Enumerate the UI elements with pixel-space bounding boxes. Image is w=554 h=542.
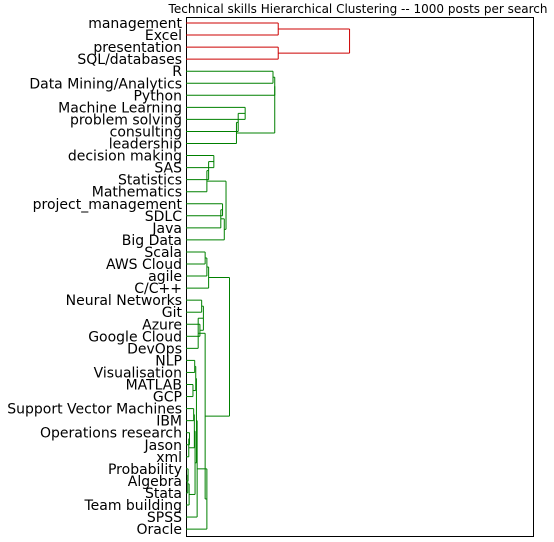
leaf-labels: managementExcelpresentationSQL/databases… xyxy=(7,16,182,538)
dendrogram-links xyxy=(186,23,350,529)
leaf-label: Oracle xyxy=(136,522,182,538)
leaf-label: SQL/databases xyxy=(77,52,182,68)
chart-title: Technical skills Hierarchical Clustering… xyxy=(168,2,548,16)
